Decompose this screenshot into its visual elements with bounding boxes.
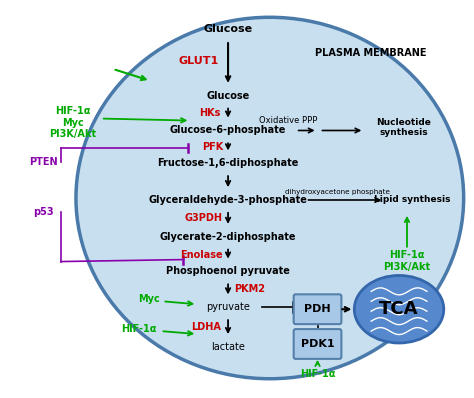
Text: Glucose: Glucose (203, 24, 253, 34)
Ellipse shape (76, 17, 464, 379)
Text: PFK: PFK (202, 142, 224, 152)
Text: Oxidative PPP: Oxidative PPP (258, 116, 317, 125)
Text: Enolase: Enolase (180, 250, 222, 259)
Text: p53: p53 (33, 207, 54, 217)
Text: dihydroxyacetone phosphate: dihydroxyacetone phosphate (285, 189, 390, 195)
FancyBboxPatch shape (294, 295, 341, 324)
Text: Myc: Myc (137, 294, 159, 304)
Text: HIF-1α: HIF-1α (121, 324, 156, 334)
Text: Nucleotide
synthesis: Nucleotide synthesis (376, 118, 431, 137)
Text: PI3K/Akt: PI3K/Akt (49, 129, 97, 139)
Text: Lipid synthesis: Lipid synthesis (374, 195, 450, 205)
Text: HKs: HKs (200, 107, 221, 117)
Text: G3PDH: G3PDH (184, 213, 222, 223)
Text: PLASMA MEMBRANE: PLASMA MEMBRANE (316, 48, 427, 58)
Text: Fructose-1,6-diphosphate: Fructose-1,6-diphosphate (157, 158, 299, 168)
Text: HIF-1α: HIF-1α (55, 105, 91, 116)
Text: lactate: lactate (211, 342, 245, 352)
Text: TCA: TCA (379, 300, 419, 318)
Text: PDH: PDH (304, 304, 331, 314)
Text: GLUT1: GLUT1 (178, 56, 219, 66)
FancyBboxPatch shape (294, 329, 341, 359)
Text: Glucose: Glucose (207, 91, 250, 101)
Text: Glucose-6-phosphate: Glucose-6-phosphate (170, 125, 286, 135)
Text: Glycerate-2-diphosphate: Glycerate-2-diphosphate (160, 232, 296, 242)
Text: HIF-1α: HIF-1α (300, 369, 335, 379)
Text: PTEN: PTEN (29, 157, 57, 167)
Text: HIF-1α: HIF-1α (389, 250, 425, 259)
Text: PKM2: PKM2 (235, 284, 265, 295)
Ellipse shape (354, 275, 444, 343)
Text: pyruvate: pyruvate (206, 302, 250, 312)
Text: PDK1: PDK1 (301, 339, 334, 349)
Text: LDHA: LDHA (191, 322, 221, 332)
Text: Phosphoenol pyruvate: Phosphoenol pyruvate (166, 267, 290, 277)
Text: Myc: Myc (62, 117, 84, 127)
Text: Glyceraldehyde-3-phosphate: Glyceraldehyde-3-phosphate (149, 195, 308, 205)
Text: PI3K/Akt: PI3K/Akt (383, 261, 430, 271)
